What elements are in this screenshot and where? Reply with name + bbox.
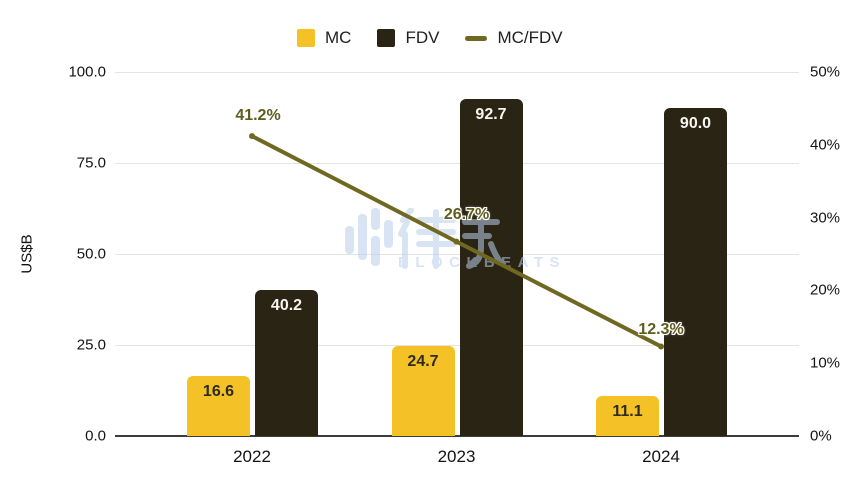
bar-value-label: 16.6 xyxy=(202,382,235,400)
legend-label-mc: MC xyxy=(325,28,352,47)
legend-label-fdv: FDV xyxy=(405,28,440,47)
right-axis-tick: 20% xyxy=(810,281,841,299)
line-value-label: 26.7% xyxy=(443,205,490,223)
left-axis-tick: 75.0 xyxy=(76,154,106,172)
bar-value-label: 11.1 xyxy=(612,402,643,420)
left-axis-tick: 50.0 xyxy=(76,245,106,263)
fdv-bar-2024: 90.0 xyxy=(664,108,727,436)
mc-bar-2024: 11.1 xyxy=(596,395,659,436)
legend-item-mc: MC xyxy=(297,28,351,48)
bar-value-label: 40.2 xyxy=(270,296,303,314)
mc-swatch-icon xyxy=(297,29,315,47)
line-value-label: 41.2% xyxy=(235,107,281,125)
legend-label-mcfdv: MC/FDV xyxy=(497,28,563,47)
fdv-swatch-icon xyxy=(377,29,396,47)
right-axis-tick: 40% xyxy=(810,136,841,154)
mc-bar-2023: 24.7 xyxy=(391,346,455,436)
right-axis-tick: 30% xyxy=(810,209,841,227)
legend-item-fdv: FDV xyxy=(377,28,439,48)
x-axis-label: 2023 xyxy=(437,447,476,466)
chart-legend: MC FDV MC/FDV xyxy=(297,28,563,48)
line-value-label: 12.3% xyxy=(638,321,684,339)
left-axis-tick: 100.0 xyxy=(68,63,106,81)
x-axis-label: 2024 xyxy=(642,447,680,466)
legend-item-mcfdv: MC/FDV xyxy=(465,28,563,48)
line-point xyxy=(249,133,255,140)
mcfdv-line-swatch-icon xyxy=(465,35,488,41)
x-axis-line xyxy=(115,435,799,437)
left-axis-tick: 0.0 xyxy=(85,427,106,445)
mc-bar-2022: 16.6 xyxy=(187,375,250,436)
fdv-bar-2022: 40.2 xyxy=(255,289,318,436)
right-axis-tick: 10% xyxy=(810,354,841,372)
left-axis-tick: 25.0 xyxy=(76,336,106,354)
bar-value-label: 92.7 xyxy=(475,105,507,123)
bar-value-label: 24.7 xyxy=(407,353,439,371)
x-axis-label: 2022 xyxy=(233,447,271,466)
right-axis-tick: 0% xyxy=(810,427,832,445)
gridline xyxy=(115,71,799,73)
right-axis-tick: 50% xyxy=(810,63,841,81)
watermark-text: BLOCKBEATS xyxy=(398,254,567,271)
bar-value-label: 90.0 xyxy=(679,115,712,133)
